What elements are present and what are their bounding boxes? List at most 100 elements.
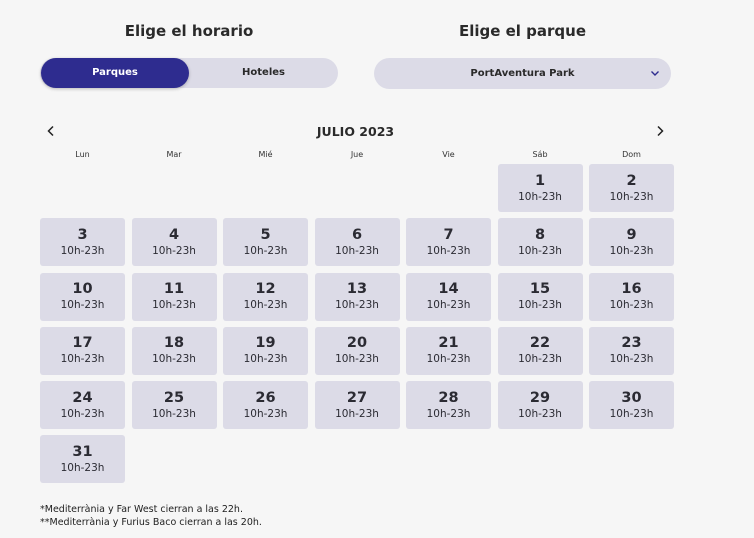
day-number: 22	[529, 335, 551, 352]
chevron-left-icon[interactable]	[44, 124, 58, 138]
day-hours: 10h-23h	[518, 299, 562, 312]
day-cell[interactable]: 2 10h-23h	[589, 164, 674, 212]
day-cell[interactable]: 7 10h-23h	[406, 218, 491, 267]
weekday-label: Jue	[350, 150, 364, 159]
day-cell[interactable]: 24 10h-23h	[40, 381, 125, 430]
day-hours: 10h-23h	[609, 299, 654, 312]
day-cell[interactable]: 3 10h-23h	[40, 218, 125, 267]
day-cell[interactable]: 13 10h-23h	[314, 272, 400, 321]
tab-parques[interactable]: Parques	[41, 58, 189, 88]
empty-day-slot	[315, 164, 400, 212]
empty-day-slot	[223, 164, 308, 212]
day-hours: 10h-23h	[335, 299, 379, 312]
day-cell[interactable]: 31 10h-23h	[40, 435, 125, 484]
day-hours: 10h-23h	[60, 461, 105, 474]
day-number: 26	[255, 389, 276, 406]
day-hours: 10h-23h	[518, 244, 562, 257]
day-hours: 10h-23h	[60, 244, 105, 257]
day-cell[interactable]: 4 10h-23h	[131, 218, 217, 267]
day-hours: 10h-23h	[60, 407, 105, 420]
day-cell[interactable]: 26 10h-23h	[223, 381, 308, 430]
day-number: 7	[443, 226, 454, 243]
day-cell[interactable]: 6 10h-23h	[314, 218, 400, 267]
day-hours: 10h-23h	[243, 244, 288, 257]
day-cell[interactable]: 12 10h-23h	[223, 272, 308, 321]
weekday-label: Mié	[258, 150, 273, 159]
day-number: 12	[255, 281, 276, 298]
day-cell[interactable]: 30 10h-23h	[589, 381, 674, 430]
day-hours: 10h-23h	[152, 353, 196, 366]
day-number: 23	[621, 335, 642, 352]
weekday-label: Vie	[442, 150, 455, 159]
day-number: 30	[621, 389, 642, 406]
day-number: 17	[72, 335, 93, 352]
day-number: 2	[626, 172, 637, 189]
day-cell[interactable]: 25 10h-23h	[131, 381, 217, 430]
day-number: 9	[626, 226, 637, 243]
park-select[interactable]: PortAventura Park	[374, 58, 671, 89]
day-cell[interactable]: 19 10h-23h	[223, 326, 308, 375]
tab-hoteles[interactable]: Hoteles	[242, 67, 285, 78]
day-cell[interactable]: 14 10h-23h	[406, 272, 491, 321]
day-number: 5	[260, 226, 271, 243]
empty-day-slot	[406, 164, 491, 212]
day-cell[interactable]: 15 10h-23h	[497, 272, 583, 321]
day-number: 11	[163, 281, 185, 298]
day-hours: 10h-23h	[335, 244, 379, 257]
venue-toggle: Parques Hoteles	[40, 58, 338, 88]
day-hours: 10h-23h	[335, 353, 379, 366]
day-number: 14	[438, 281, 459, 298]
day-number: 4	[168, 226, 180, 243]
day-hours: 10h-23h	[609, 407, 654, 420]
day-cell[interactable]: 11 10h-23h	[131, 272, 217, 321]
day-cell[interactable]: 29 10h-23h	[497, 381, 583, 430]
day-hours: 10h-23h	[426, 244, 471, 257]
day-number: 21	[438, 335, 459, 352]
day-number: 1	[534, 172, 546, 189]
month-title: JULIO 2023	[316, 124, 395, 139]
footnotes: *Mediterrània y Far West cierran a las 2…	[40, 504, 262, 529]
day-cell[interactable]: 5 10h-23h	[223, 218, 308, 267]
day-number: 3	[77, 226, 88, 243]
footnote: *Mediterrània y Far West cierran a las 2…	[40, 504, 243, 515]
day-cell[interactable]: 20 10h-23h	[314, 326, 400, 375]
day-cell[interactable]: 28 10h-23h	[406, 381, 491, 430]
day-number: 27	[346, 389, 368, 406]
day-hours: 10h-23h	[60, 299, 105, 312]
day-cell[interactable]: 9 10h-23h	[589, 218, 674, 267]
day-cell[interactable]: 10 10h-23h	[40, 272, 125, 321]
day-cell[interactable]: 22 10h-23h	[497, 326, 583, 375]
weekday-header: Lun Mar Mié Jue Vie Sáb Dom	[40, 150, 671, 159]
day-number: 29	[529, 389, 551, 406]
day-cell[interactable]: 17 10h-23h	[40, 326, 125, 375]
day-hours: 10h-23h	[243, 299, 288, 312]
day-cell[interactable]: 21 10h-23h	[406, 326, 491, 375]
chevron-right-icon[interactable]	[653, 124, 667, 138]
day-number: 15	[529, 281, 551, 298]
day-number: 19	[255, 335, 276, 352]
weekday-label: Lun	[75, 150, 90, 159]
day-hours: 10h-23h	[518, 407, 562, 420]
empty-day-slot	[40, 164, 125, 212]
day-cell[interactable]: 16 10h-23h	[589, 272, 674, 321]
day-hours: 10h-23h	[152, 299, 196, 312]
calendar-grid: 1 10h-23h 2 10h-23h 3 10h-23h 4 10h-23h 5 10h-23h…	[40, 164, 674, 484]
day-hours: 10h-23h	[426, 407, 471, 420]
day-cell[interactable]: 23 10h-23h	[589, 326, 674, 375]
day-number: 25	[163, 389, 185, 406]
day-number: 13	[346, 281, 368, 298]
day-number: 20	[346, 335, 368, 352]
day-cell[interactable]: 1 10h-23h	[497, 164, 583, 212]
park-heading: Elige el parque	[458, 22, 587, 40]
footnote: **Mediterrània y Furius Baco cierran a l…	[40, 516, 262, 528]
day-cell[interactable]: 18 10h-23h	[131, 326, 217, 375]
weekday-label: Mar	[166, 150, 182, 159]
day-cell[interactable]: 8 10h-23h	[497, 218, 583, 267]
day-hours: 10h-23h	[609, 353, 654, 366]
schedule-heading: Elige el horario	[124, 22, 254, 40]
day-number: 28	[438, 389, 459, 406]
day-number: 31	[72, 443, 93, 460]
park-select-value: PortAventura Park	[470, 68, 575, 79]
day-hours: 10h-23h	[609, 244, 654, 257]
day-cell[interactable]: 27 10h-23h	[314, 381, 400, 430]
